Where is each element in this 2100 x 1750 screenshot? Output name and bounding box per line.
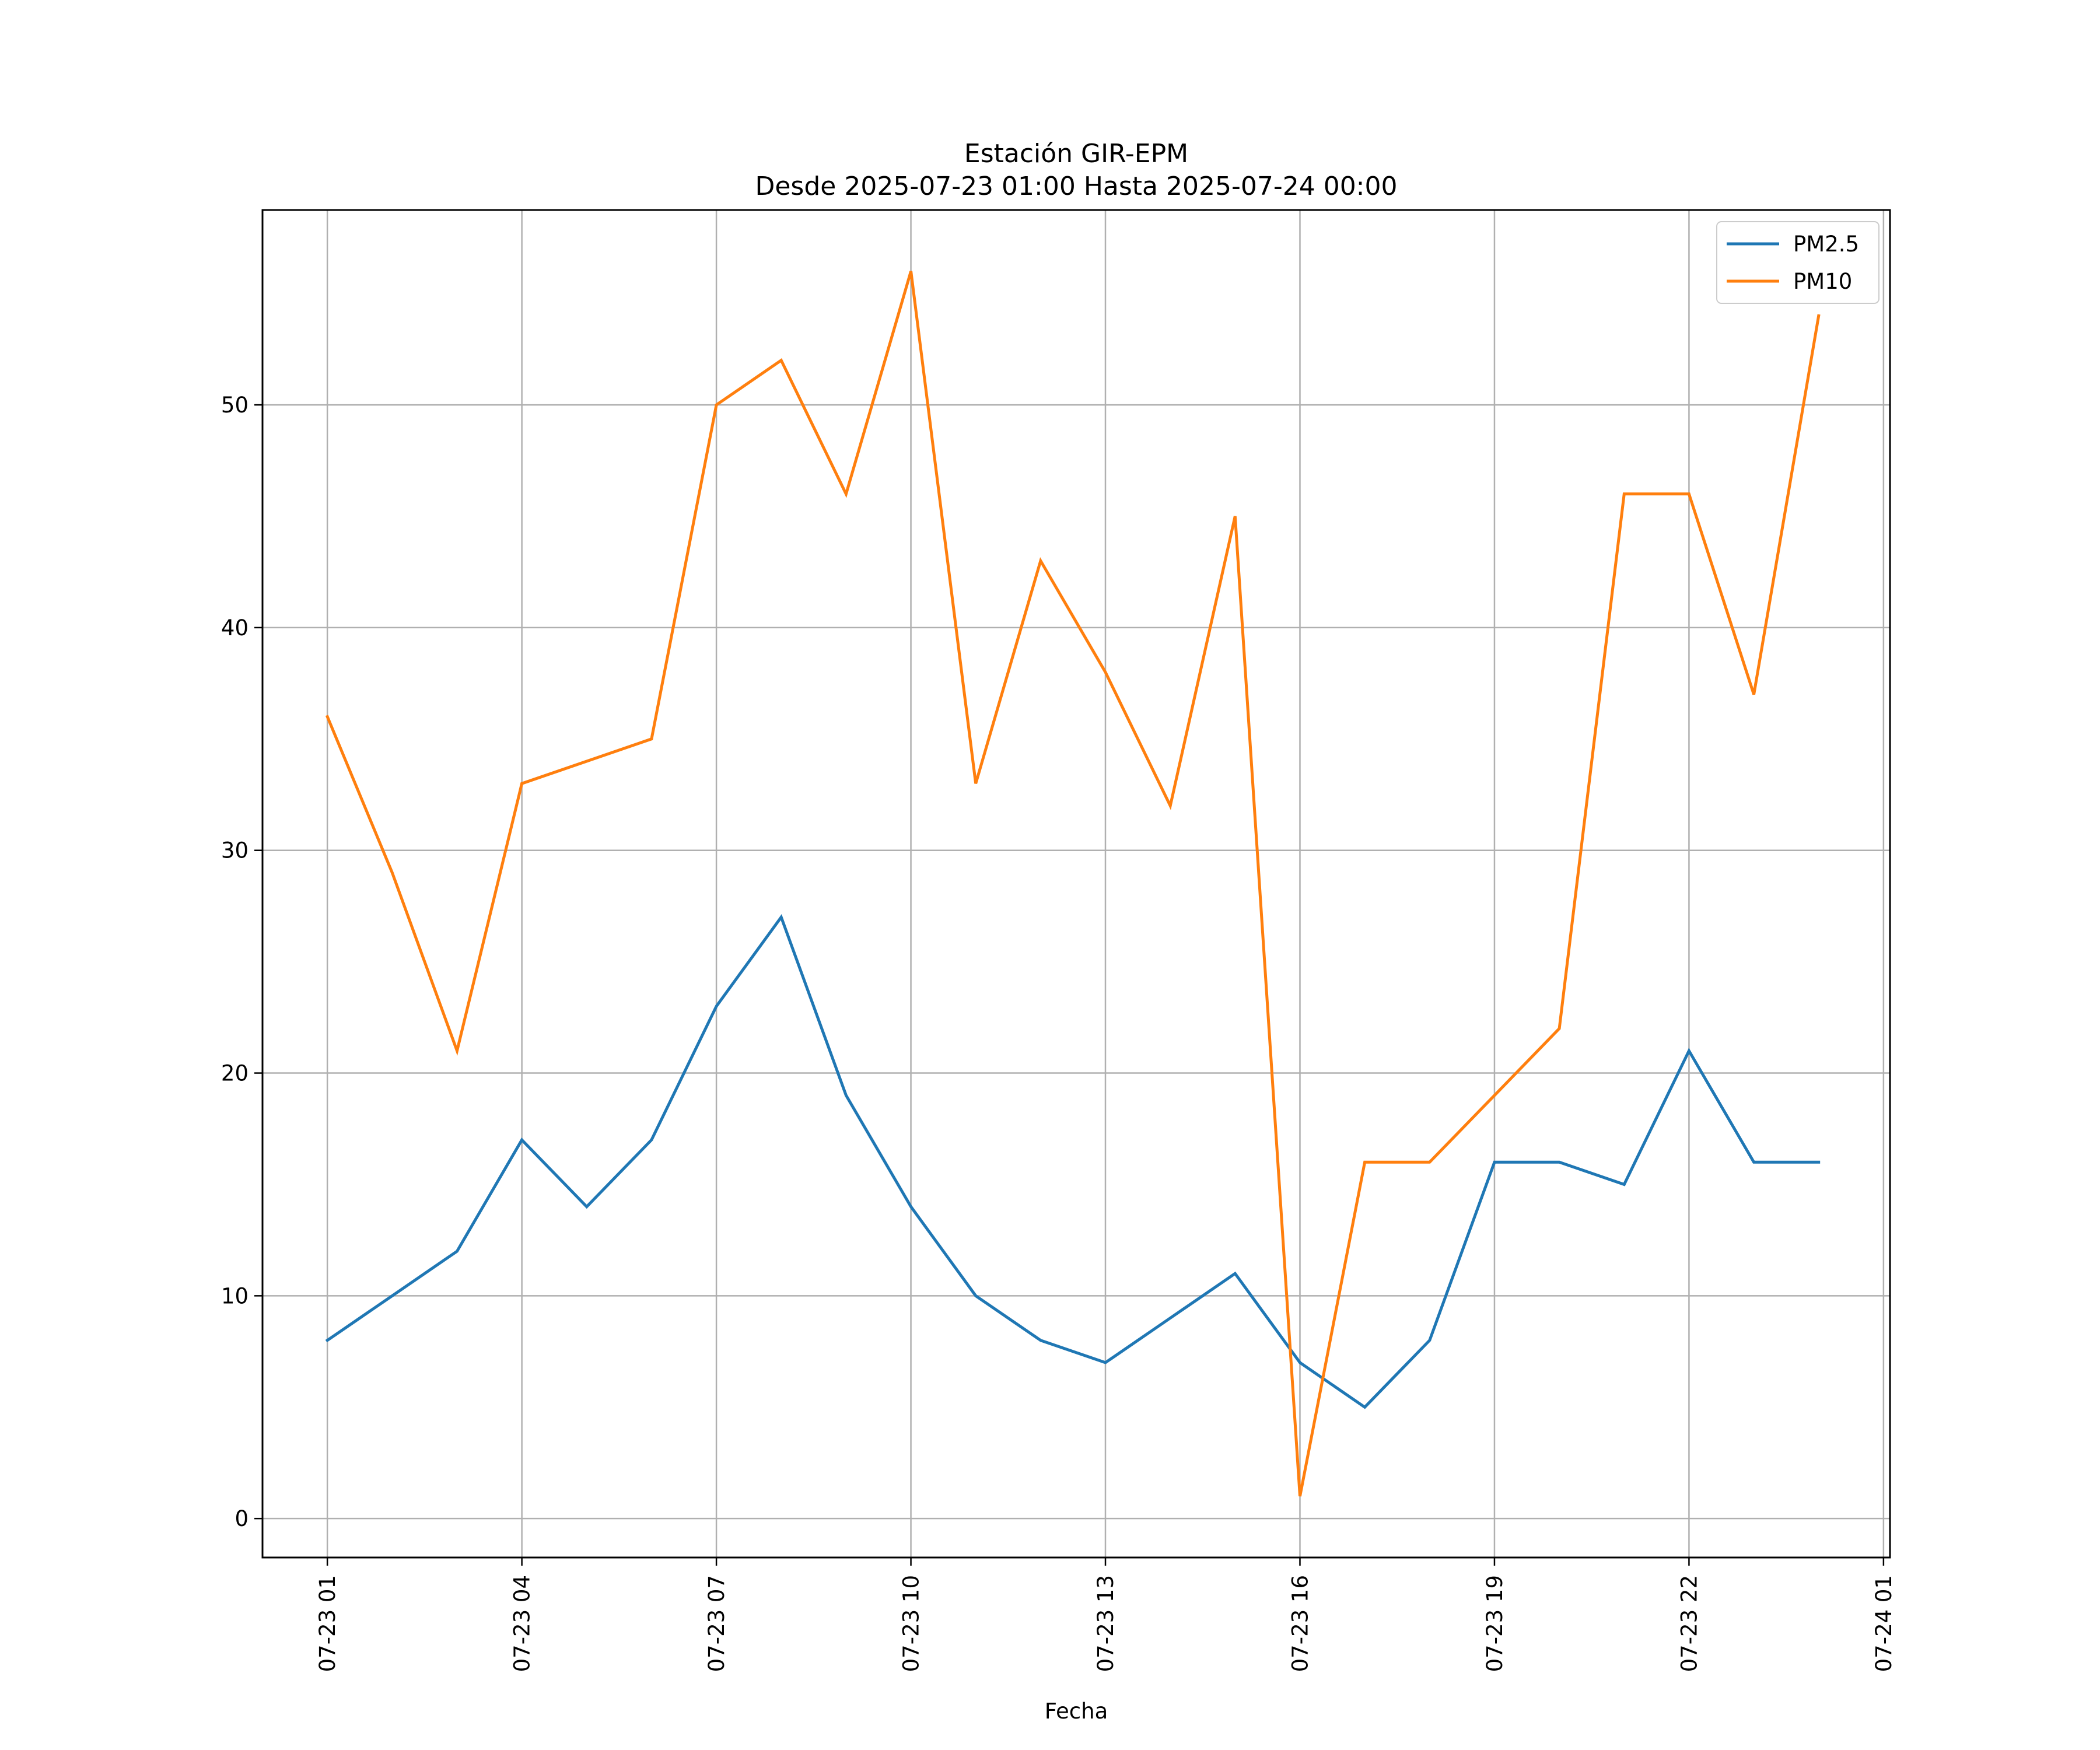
y-axis-ticks: 0 10 20 30 40 50: [221, 393, 262, 1531]
x-axis-label: Fecha: [1045, 1699, 1108, 1724]
chart-title: Estación GIR-EPM: [964, 139, 1188, 169]
x-axis-ticks: 07-23 01 07-23 04 07-23 07 07-23 10 07-23 13…: [315, 1558, 1896, 1672]
y-tick-label: 0: [235, 1506, 249, 1531]
y-tick-label: 10: [221, 1283, 249, 1308]
series-lines: [325, 271, 1821, 1497]
x-tick-label: 07-23 19: [1482, 1575, 1507, 1672]
x-tick-label: 07-23 22: [1676, 1575, 1702, 1672]
chart-subtitle: Desde 2025-07-23 01:00 Hasta 2025-07-24 …: [755, 172, 1397, 201]
x-tick-label: 07-23 04: [510, 1575, 535, 1672]
x-tick-label: 07-24 01: [1871, 1575, 1896, 1672]
x-tick-label: 07-23 07: [704, 1575, 729, 1672]
y-tick-label: 20: [221, 1061, 249, 1086]
y-tick-label: 30: [221, 838, 249, 863]
x-tick-label: 07-23 16: [1287, 1575, 1312, 1672]
x-tick-label: 07-23 13: [1093, 1575, 1118, 1672]
y-tick-label: 40: [221, 615, 249, 640]
y-tick-label: 50: [221, 393, 249, 418]
legend: PM2.5 PM10: [1716, 221, 1880, 304]
grid: [262, 210, 1890, 1558]
legend-box: [1716, 221, 1880, 304]
series-line-pm25: [325, 914, 1821, 1409]
series-line-pm10: [325, 271, 1821, 1497]
legend-label-pm25: PM2.5: [1793, 232, 1859, 257]
x-tick-label: 07-23 01: [315, 1575, 340, 1672]
plot-frame: [261, 209, 1891, 1559]
legend-label-pm10: PM10: [1793, 269, 1852, 294]
x-tick-label: 07-23 10: [899, 1575, 924, 1672]
